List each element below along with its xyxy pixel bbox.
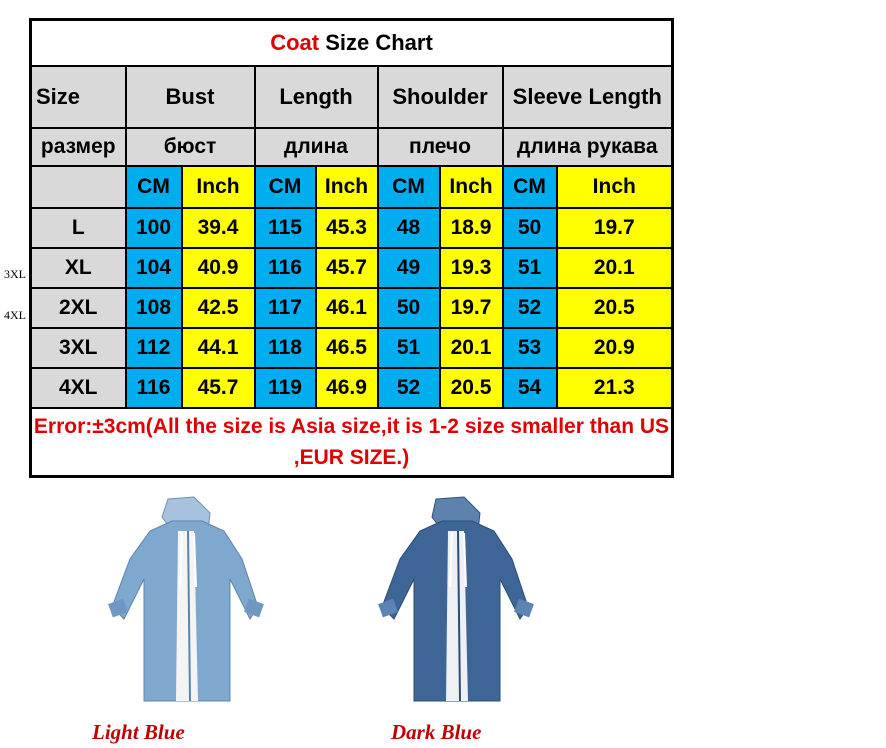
header-ru-sleeve: длина рукава [501, 127, 674, 167]
unit-inch: Inch [555, 165, 674, 209]
value-cell: 51 [376, 327, 441, 369]
title-rest: Size Chart [319, 30, 433, 55]
value-cell: 45.7 [180, 367, 256, 409]
size-cell: 2XL [29, 287, 127, 329]
value-cell: 19.3 [438, 247, 504, 289]
unit-inch: Inch [180, 165, 256, 209]
value-cell: 20.5 [555, 287, 674, 329]
side-label: 4XL [4, 308, 26, 322]
value-cell: 39.4 [180, 207, 256, 249]
size-cell: XL [29, 247, 127, 289]
table-row: 4XL 116 45.7 119 46.9 52 20.5 54 21.3 [29, 367, 674, 409]
value-cell: 19.7 [555, 207, 674, 249]
value-cell: 20.1 [438, 327, 504, 369]
value-cell: 18.9 [438, 207, 504, 249]
size-cell: 3XL [29, 327, 127, 369]
value-cell: 46.5 [314, 327, 379, 369]
value-cell: 46.9 [314, 367, 379, 409]
header-length: Length [253, 65, 379, 129]
value-cell: 108 [124, 287, 183, 329]
table-row: 3XL 112 44.1 118 46.5 51 20.1 53 20.9 [29, 327, 674, 369]
value-cell: 52 [376, 367, 441, 409]
header-ru-length: длина [253, 127, 379, 167]
value-cell: 115 [253, 207, 317, 249]
value-cell: 19.7 [438, 287, 504, 329]
value-cell: 53 [501, 327, 558, 369]
value-cell: 100 [124, 207, 183, 249]
value-cell: 40.9 [180, 247, 256, 289]
value-cell: 116 [124, 367, 183, 409]
header-size: Size [29, 65, 127, 129]
light-blue-caption: Light Blue [92, 720, 185, 744]
chart-title: Coat Size Chart [29, 18, 674, 67]
table-row: XL 104 40.9 116 45.7 49 19.3 51 20.1 [29, 247, 674, 289]
side-label: 3XL [4, 267, 26, 281]
value-cell: 52 [501, 287, 558, 329]
header-sleeve-length: Sleeve Length [501, 65, 674, 129]
value-cell: 20.9 [555, 327, 674, 369]
light-blue-coat-image [90, 495, 280, 711]
size-cell: 4XL [29, 367, 127, 409]
value-cell: 48 [376, 207, 441, 249]
value-cell: 46.1 [314, 287, 379, 329]
value-cell: 42.5 [180, 287, 256, 329]
unit-inch: Inch [314, 165, 379, 209]
unit-cm: CM [253, 165, 317, 209]
value-cell: 20.5 [438, 367, 504, 409]
header-shoulder: Shoulder [376, 65, 504, 129]
value-cell: 44.1 [180, 327, 256, 369]
table-row: 2XL 108 42.5 117 46.1 50 19.7 52 20.5 [29, 287, 674, 329]
table-row: L 100 39.4 115 45.3 48 18.9 50 19.7 [29, 207, 674, 249]
value-cell: 104 [124, 247, 183, 289]
size-chart-table: Coat Size Chart Size Bust Length Shoulde… [29, 18, 674, 478]
value-cell: 119 [253, 367, 317, 409]
value-cell: 21.3 [555, 367, 674, 409]
value-cell: 45.7 [314, 247, 379, 289]
unit-cm: CM [376, 165, 441, 209]
header-ru-size: размер [29, 127, 127, 167]
value-cell: 117 [253, 287, 317, 329]
value-cell: 51 [501, 247, 558, 289]
dark-blue-coat-image [360, 495, 550, 711]
value-cell: 118 [253, 327, 317, 369]
value-cell: 116 [253, 247, 317, 289]
header-ru-bust: бюст [124, 127, 256, 167]
unit-inch: Inch [438, 165, 504, 209]
value-cell: 50 [376, 287, 441, 329]
header-ru-shoulder: плечо [376, 127, 504, 167]
value-cell: 20.1 [555, 247, 674, 289]
value-cell: 54 [501, 367, 558, 409]
value-cell: 49 [376, 247, 441, 289]
unit-blank-cell [29, 165, 127, 209]
dark-blue-caption: Dark Blue [391, 720, 482, 744]
value-cell: 50 [501, 207, 558, 249]
title-highlight: Coat [270, 30, 320, 55]
value-cell: 112 [124, 327, 183, 369]
unit-cm: CM [124, 165, 183, 209]
header-bust: Bust [124, 65, 256, 129]
error-note: Error:±3cm(All the size is Asia size,it … [29, 407, 674, 478]
size-cell: L [29, 207, 127, 249]
value-cell: 45.3 [314, 207, 379, 249]
unit-cm: CM [501, 165, 558, 209]
